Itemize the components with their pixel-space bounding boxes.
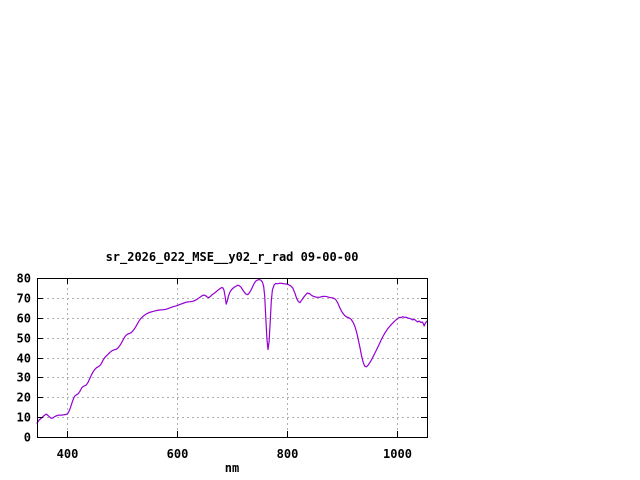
spectral-curve — [36, 279, 428, 424]
x-axis-label: nm — [225, 461, 239, 475]
y-tick-label: 30 — [17, 371, 31, 385]
y-tick-label: 40 — [17, 352, 31, 366]
y-tick-label: 60 — [17, 312, 31, 326]
y-tick-label: 70 — [17, 292, 31, 306]
chart-title: sr_2026_022_MSE__y02_r_rad 09-00-00 — [106, 250, 359, 265]
y-tick-label: 0 — [24, 431, 31, 445]
plot-border — [37, 278, 428, 438]
x-tick-label: 800 — [277, 447, 299, 461]
x-tick-label: 400 — [57, 447, 79, 461]
series-line — [36, 279, 428, 424]
y-tick-label: 80 — [17, 272, 31, 286]
axis-tick-labels: 400 600 800 1000 0 10 20 30 40 50 60 70 80 — [17, 272, 412, 462]
x-tick-label: 1000 — [383, 447, 412, 461]
y-tick-label: 50 — [17, 332, 31, 346]
y-tick-label: 20 — [17, 391, 31, 405]
y-tick-label: 10 — [17, 411, 31, 425]
x-tick-label: 600 — [167, 447, 189, 461]
